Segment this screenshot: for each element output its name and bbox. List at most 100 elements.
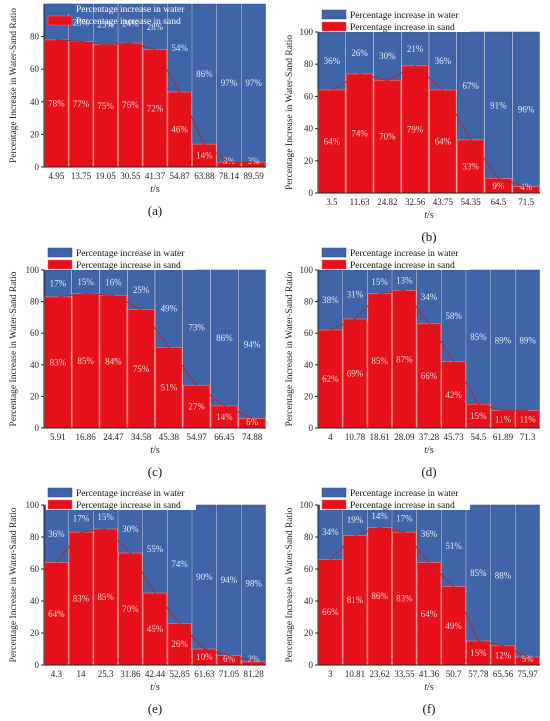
sand-data-label: 85% <box>77 356 94 366</box>
legend-label-water: Percentage increase in water <box>76 489 185 499</box>
panel-label: (d) <box>421 464 436 479</box>
x-tick-label: 42.44 <box>145 669 166 679</box>
water-data-label: 36% <box>421 529 438 539</box>
legend-swatch-sand <box>47 259 73 270</box>
y-tick-label: 100 <box>26 500 40 510</box>
water-data-label: 17% <box>73 514 90 524</box>
y-tick-label: 20 <box>30 628 40 638</box>
water-data-label: 89% <box>519 335 536 345</box>
x-tick-label: 54.35 <box>461 197 482 207</box>
x-tick-label: 4.3 <box>51 669 63 679</box>
x-axis-label: t/s <box>424 445 434 456</box>
x-axis-label: t/s <box>150 184 160 195</box>
y-tick-label: 20 <box>304 156 314 166</box>
y-tick-label: 80 <box>30 532 40 542</box>
water-data-label: 30% <box>379 51 396 61</box>
x-tick-label: 10.78 <box>345 432 366 442</box>
water-bar <box>210 269 238 407</box>
y-tick-label: 80 <box>304 532 314 542</box>
y-tick-label: 80 <box>304 59 314 69</box>
sand-data-label: 70% <box>379 132 396 142</box>
chart-panel-4: 38% 62% 4 31% 69% 10.78 15% 85% 18.61 13% 87% 28.09… <box>285 246 540 479</box>
y-tick-label: 0 <box>309 660 314 670</box>
y-axis-label: Percentage Increase in Water-Sand Ratio <box>285 271 295 426</box>
sand-data-label: 14% <box>196 151 213 161</box>
x-axis-label: t/s <box>150 445 160 456</box>
x-tick-label: 54.97 <box>187 432 208 442</box>
x-tick-label: 75.97 <box>518 669 539 679</box>
water-data-label: 14% <box>371 511 388 521</box>
x-axis-label: t/s <box>424 210 434 221</box>
x-axis-label-unit: /s <box>427 445 434 456</box>
y-tick-label: 0 <box>35 423 40 433</box>
x-tick-label: 37.28 <box>419 432 440 442</box>
x-tick-label: 61.63 <box>194 669 215 679</box>
water-data-label: 94% <box>221 575 238 585</box>
water-data-label: 16% <box>105 278 122 288</box>
y-tick-label: 60 <box>304 91 314 101</box>
legend-swatch-sand <box>321 21 347 32</box>
water-data-label: 86% <box>216 333 233 343</box>
y-tick-label: 100 <box>300 265 314 275</box>
water-bar <box>127 269 155 310</box>
x-axis-label-unit: /s <box>153 682 160 693</box>
sand-data-label: 76% <box>122 100 139 110</box>
water-data-label: 88% <box>495 570 512 580</box>
legend-swatch-water <box>321 247 347 258</box>
x-axis-label: t/s <box>150 682 160 693</box>
legend-label-sand: Percentage increase in sand <box>76 261 181 271</box>
legend-label-water: Percentage increase in water <box>76 249 185 259</box>
y-tick-label: 40 <box>30 596 40 606</box>
chart-panel-3: 17% 83% 5.91 15% 85% 16.86 16% 84% 24.47 25% 75% 34… <box>9 246 266 479</box>
legend-label-water: Percentage increase in water <box>350 489 459 499</box>
sand-data-label: 46% <box>171 125 188 135</box>
sand-bar <box>44 296 72 429</box>
x-tick-label: 13.75 <box>71 171 92 181</box>
water-data-label: 85% <box>470 568 487 578</box>
x-tick-label: 34.58 <box>131 432 152 442</box>
legend-label-water: Percentage increase in water <box>350 11 459 21</box>
x-tick-label: 5.91 <box>50 432 66 442</box>
water-data-label: 15% <box>371 277 388 287</box>
water-data-label: 98% <box>245 578 262 588</box>
x-tick-label: 41.37 <box>145 171 166 181</box>
sand-data-label: 45% <box>147 624 164 634</box>
sand-data-label: 77% <box>73 99 90 109</box>
x-tick-label: 3 <box>328 669 333 679</box>
water-data-label: 54% <box>171 43 188 53</box>
water-data-label: 34% <box>322 527 339 537</box>
y-tick-label: 60 <box>304 564 314 574</box>
sand-data-label: 6% <box>246 417 259 427</box>
legend-label-sand: Percentage increase in sand <box>76 501 181 511</box>
x-tick-label: 18.61 <box>370 432 390 442</box>
sand-data-label: 85% <box>371 356 388 366</box>
water-data-label: 15% <box>97 512 114 522</box>
y-tick-label: 20 <box>30 391 40 401</box>
sand-data-label: 51% <box>161 383 178 393</box>
water-bar <box>373 31 401 81</box>
sand-data-label: 83% <box>73 594 90 604</box>
legend-label-water: Percentage increase in water <box>76 5 185 15</box>
x-tick-label: 11.63 <box>350 197 370 207</box>
x-axis-label-unit: /s <box>427 682 434 693</box>
sand-data-label: 4% <box>520 182 533 192</box>
legend-label-sand: Percentage increase in sand <box>350 23 455 33</box>
sand-data-label: 26% <box>171 639 188 649</box>
water-bar <box>401 31 429 67</box>
water-data-label: 97% <box>245 78 262 88</box>
x-tick-label: 74.88 <box>242 432 263 442</box>
x-axis-label-symbol: t <box>424 445 427 456</box>
y-tick-label: 60 <box>30 328 40 338</box>
sand-data-label: 74% <box>351 128 368 138</box>
sand-data-label: 11% <box>520 414 537 424</box>
y-tick-label: 20 <box>304 628 314 638</box>
sand-data-label: 70% <box>122 604 139 614</box>
panel-label: (c) <box>148 464 162 479</box>
x-tick-label: 14 <box>77 669 87 679</box>
sand-data-label: 87% <box>396 354 413 364</box>
legend-swatch-sand <box>47 15 73 26</box>
sand-data-label: 62% <box>322 374 339 384</box>
legend-swatch-water <box>321 9 347 20</box>
sand-data-label: 9% <box>492 181 505 191</box>
